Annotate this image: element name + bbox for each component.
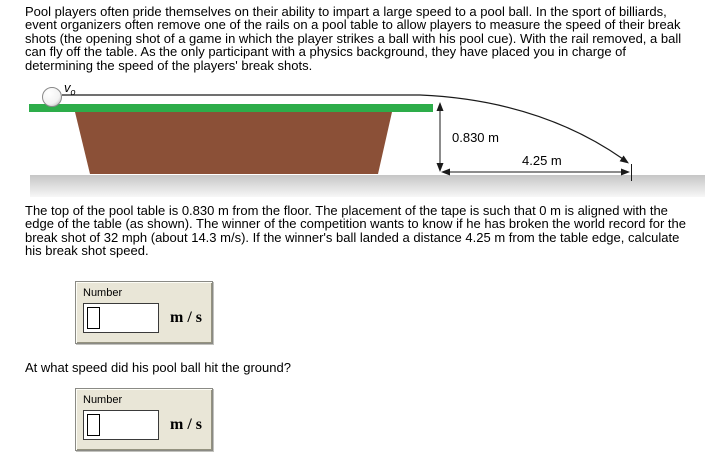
pool-ball [42,87,62,107]
answer-input-1[interactable] [83,303,159,333]
dim-arrow-down-icon [436,163,444,172]
unit-label: m / s [170,309,202,326]
number-label: Number [83,287,123,299]
body-paragraph: The top of the pool table is 0.830 m fro… [25,203,686,259]
number-label: Number [83,394,123,406]
unit-label: m / s [170,416,202,433]
dim-arrow-up-icon [436,102,444,111]
trajectory-arrowhead-icon [619,155,629,164]
dim-arrow-right-icon [621,168,630,176]
question2-text: At what speed did his pool ball hit the … [25,360,291,375]
empty-char-box-icon [87,414,100,436]
table-top [29,104,433,112]
pool-table-diagram: vo 0.830 m 4.25 m [0,80,705,200]
floor [30,175,705,197]
answer-box-1: Number m / s [75,281,213,344]
answer-box-2: Number m / s [75,388,213,451]
intro-paragraph: Pool players often pride themselves on t… [25,4,682,73]
distance-dimension-label: 4.25 m [522,153,562,168]
diagram-canvas: vo 0.830 m 4.25 m [29,80,705,197]
answer-input-2[interactable] [83,410,159,440]
dim-arrow-left-icon [441,168,450,176]
height-dimension-label: 0.830 m [452,130,499,145]
table-base [75,112,392,174]
empty-char-box-icon [87,307,100,329]
initial-velocity-label: vo [64,80,76,97]
trajectory-arc [62,94,624,160]
distance-dimension [443,164,632,181]
